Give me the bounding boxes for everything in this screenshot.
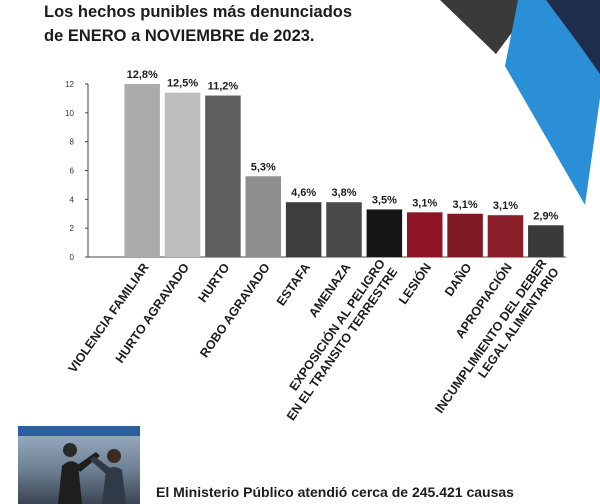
data-label: 12,5%: [167, 78, 198, 90]
y-tick-label: 12: [65, 80, 74, 89]
data-label: 3,8%: [331, 187, 356, 199]
x-tick-label-line: HURTO AGRAVADO: [113, 260, 192, 365]
title-line-2: de ENERO a NOVIEMBRE de 2023.: [44, 27, 315, 45]
photo-frame: [18, 426, 140, 436]
data-label: 3,1%: [412, 197, 437, 209]
data-label: 3,1%: [493, 200, 518, 212]
bar: [285, 202, 322, 257]
bar: [528, 225, 564, 257]
data-label: 3,5%: [372, 194, 397, 206]
x-tick-label-line: HURTO: [196, 260, 233, 304]
data-label: 11,2%: [208, 81, 239, 93]
x-tick-label-line: LESIÓN: [395, 260, 434, 307]
title-line-1: Los hechos punibles más denunciados: [44, 3, 353, 21]
bar: [164, 92, 201, 258]
dark-triangle: [440, 0, 536, 54]
bar: [124, 84, 160, 257]
y-tick-label: 6: [70, 167, 75, 176]
bar: [487, 215, 524, 257]
y-tick-label: 2: [70, 224, 75, 233]
x-tick-label: ROBO AGRAVADO: [197, 260, 273, 360]
bar: [406, 212, 443, 257]
bar: [205, 95, 241, 258]
x-tick-label-line: ROBO AGRAVADO: [197, 260, 273, 360]
footer-text: El Ministerio Público atendió cerca de 2…: [156, 484, 514, 500]
chart-title: Los hechos punibles más denunciados de E…: [44, 0, 404, 48]
x-tick-label: ESTAFA: [274, 261, 313, 309]
y-tick-label: 8: [70, 138, 75, 147]
bar: [366, 209, 403, 257]
bar: [326, 202, 362, 257]
y-tick-label: 0: [70, 253, 75, 262]
x-tick-label: HURTO AGRAVADO: [113, 260, 192, 365]
x-tick-label: HURTO: [196, 260, 233, 304]
bar: [447, 213, 483, 257]
navy-panel: [546, 0, 600, 74]
data-label: 4,6%: [291, 187, 316, 199]
x-tick-label-line: VIOLENCIA FAMILIAR: [66, 261, 152, 376]
x-tick-label: VIOLENCIA FAMILIAR: [66, 261, 152, 376]
data-label: 12,8%: [127, 69, 158, 81]
x-tick-label: LESIÓN: [395, 260, 434, 307]
data-label: 2,9%: [533, 210, 558, 222]
data-label: 3,1%: [453, 199, 478, 211]
x-tick-label: DAÑO: [441, 260, 475, 299]
data-label: 5,3%: [251, 161, 276, 173]
x-tick-label-line: DAÑO: [441, 260, 475, 299]
photo-thumbnail: [18, 426, 140, 504]
bar: [245, 176, 282, 257]
y-tick-label: 10: [65, 109, 74, 118]
y-tick-label: 4: [70, 195, 75, 204]
x-tick-label-line: EN EL TRANSITO TERRESTRE: [284, 265, 400, 423]
x-tick-label-line: ESTAFA: [274, 261, 313, 309]
people-silhouette-icon: [58, 443, 126, 504]
blue-triangle: [505, 0, 600, 205]
